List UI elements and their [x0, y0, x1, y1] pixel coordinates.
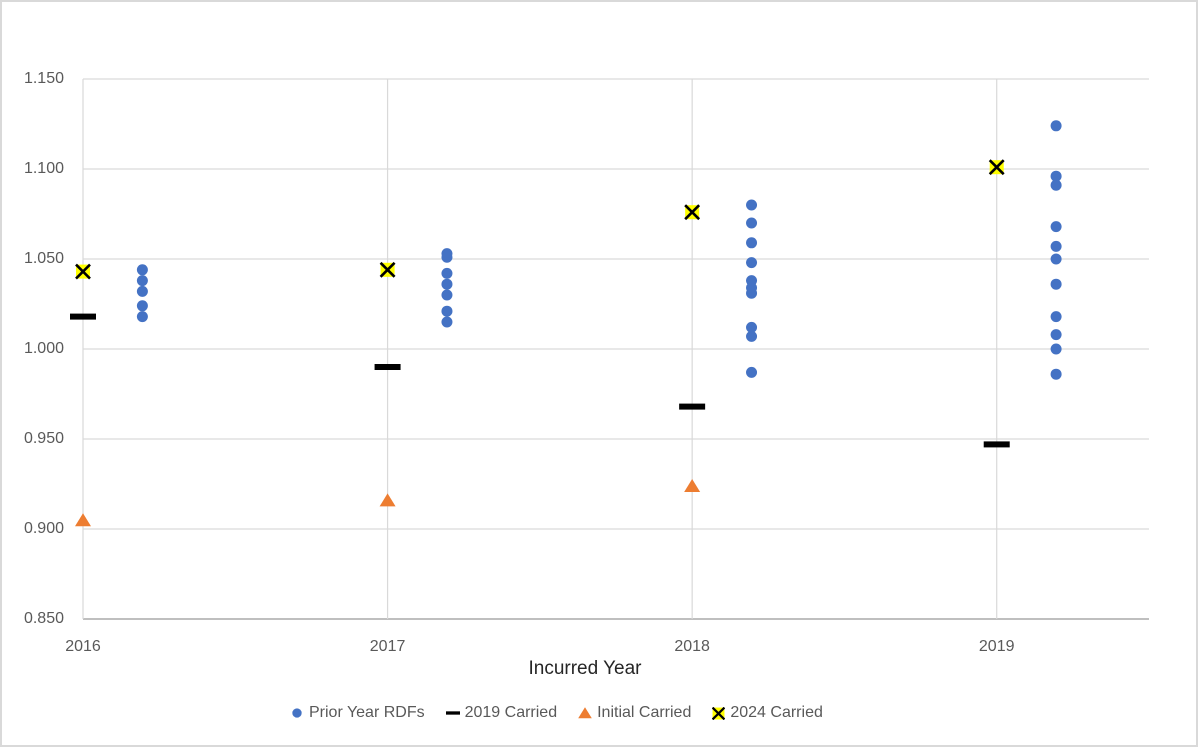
point-2019-carried [679, 403, 706, 410]
point-initial-carried [379, 493, 396, 507]
point-prior-year-rdfs [136, 300, 148, 312]
dash-marker-icon [445, 711, 460, 715]
y-axis-tick-label: 1.000 [23, 340, 64, 357]
point-prior-year-rdfs [1050, 253, 1062, 265]
point-prior-year-rdfs [1050, 311, 1062, 323]
point-prior-year-rdfs [136, 275, 148, 287]
y-axis-tick-label: 1.150 [23, 70, 64, 87]
point-prior-year-rdfs [441, 278, 453, 290]
point-2024-carried [988, 159, 1005, 176]
point-prior-year-rdfs [136, 311, 148, 323]
point-prior-year-rdfs [1050, 343, 1062, 355]
y-axis-tick-label: 1.050 [23, 250, 64, 267]
point-prior-year-rdfs [441, 316, 453, 328]
legend-label: 2019 Carried [464, 704, 558, 721]
point-prior-year-rdfs [746, 217, 758, 229]
point-prior-year-rdfs [136, 264, 148, 276]
point-prior-year-rdfs [1050, 240, 1062, 252]
x-square-marker-icon [712, 706, 726, 720]
point-prior-year-rdfs [1050, 368, 1062, 380]
point-prior-year-rdfs [1050, 120, 1062, 132]
point-prior-year-rdfs [746, 257, 758, 269]
point-prior-year-rdfs [1050, 221, 1062, 233]
point-2019-carried [70, 313, 96, 320]
point-prior-year-rdfs [746, 330, 758, 342]
legend-marker-2024-carried [712, 706, 726, 720]
point-prior-year-rdfs [441, 289, 453, 301]
legend-marker-2019-carried [445, 711, 460, 715]
point-prior-year-rdfs [746, 287, 758, 299]
point-prior-year-rdfs [441, 251, 453, 263]
point-prior-year-rdfs [441, 267, 453, 279]
legend-marker-prior-year-rdfs [292, 708, 302, 718]
legend-label: Prior Year RDFs [309, 704, 425, 721]
x-axis-tick-label: 2016 [65, 638, 101, 655]
y-axis-tick-label: 0.950 [23, 430, 64, 447]
legend-item-2024-carried: 2024 Carried [712, 704, 823, 722]
point-prior-year-rdfs [441, 305, 453, 317]
legend-item-prior-year-rdfs: Prior Year RDFs [290, 704, 425, 722]
point-2024-carried [684, 204, 701, 221]
circle-marker-icon [292, 708, 302, 718]
point-prior-year-rdfs [1050, 179, 1062, 191]
y-axis-tick-label: 1.100 [23, 160, 64, 177]
point-initial-carried [75, 513, 91, 527]
point-prior-year-rdfs [746, 321, 758, 333]
point-2024-carried [75, 263, 91, 280]
point-prior-year-rdfs [136, 285, 148, 297]
legend-label: 2024 Carried [730, 704, 823, 721]
x-axis-title: Incurred Year [528, 658, 642, 679]
point-prior-year-rdfs [1050, 278, 1062, 290]
point-2024-carried [379, 261, 396, 278]
legend-item-initial-carried: Initial Carried [578, 704, 691, 722]
y-axis-tick-label: 0.850 [23, 610, 64, 627]
x-axis-tick-label: 2018 [674, 638, 710, 655]
y-axis-tick-label: 0.900 [23, 520, 64, 537]
triangle-marker-icon [578, 707, 592, 719]
legend-item-2019-carried: 2019 Carried [445, 704, 558, 722]
point-prior-year-rdfs [746, 199, 758, 211]
legend-marker-initial-carried [578, 707, 592, 719]
point-prior-year-rdfs [1050, 329, 1062, 341]
point-2019-carried [983, 441, 1010, 448]
x-axis-tick-label: 2019 [978, 638, 1015, 655]
point-prior-year-rdfs [746, 237, 758, 249]
point-2019-carried [374, 364, 401, 370]
legend-label: Initial Carried [597, 704, 692, 721]
legend: Prior Year RDFs 2019 Carried Initial Car… [290, 704, 823, 722]
point-prior-year-rdfs [746, 366, 758, 378]
point-initial-carried [684, 479, 701, 492]
x-axis-tick-label: 2017 [369, 638, 406, 655]
point-prior-year-rdfs [1050, 170, 1062, 182]
